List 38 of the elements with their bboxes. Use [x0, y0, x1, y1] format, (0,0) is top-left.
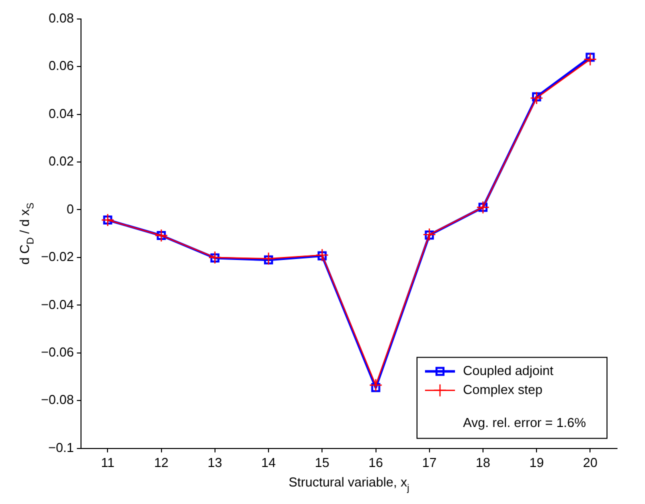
y-tick-label: 0.08: [48, 10, 74, 26]
point: [264, 255, 274, 264]
point: [532, 92, 542, 102]
y-tick-label: 0.06: [48, 58, 74, 74]
y-axis-title: d CD / d xS: [16, 202, 36, 265]
y-tick-label: −0.1: [48, 440, 74, 455]
legend-label: Complex step: [463, 382, 542, 397]
x-tick-label: 18: [476, 454, 490, 470]
x-tick-label: 17: [422, 454, 437, 470]
point: [369, 378, 382, 392]
x-tick-label: 12: [154, 454, 169, 470]
x-tick-label: 14: [261, 454, 276, 470]
x-tick-label: 19: [529, 454, 544, 470]
x-tick-label: 11: [100, 454, 114, 470]
y-tick-label: 0.04: [48, 106, 74, 121]
point: [424, 230, 434, 240]
y-tick-label: −0.08: [40, 392, 74, 408]
point: [586, 52, 595, 62]
y-tick-label: −0.02: [40, 249, 74, 264]
x-tick-label: 16: [368, 454, 383, 470]
annotation: Avg. rel. error = 1.6%: [463, 414, 586, 430]
x-tick-label: 13: [208, 454, 222, 470]
point: [316, 248, 329, 262]
point: [318, 251, 327, 260]
point: [371, 383, 380, 392]
y-tick-label: 0: [66, 201, 74, 216]
x-tick-label: 15: [314, 454, 330, 470]
y-tick-label: −0.04: [40, 296, 74, 312]
point: [262, 252, 276, 266]
point: [422, 228, 436, 242]
point: [210, 253, 220, 262]
point: [584, 52, 597, 66]
point: [208, 250, 222, 264]
y-tick-label: 0.02: [48, 154, 74, 169]
legend-label: Coupled adjoint: [463, 362, 554, 378]
point: [530, 91, 544, 105]
y-tick-label: −0.06: [40, 344, 74, 360]
x-tick-label: 20: [582, 454, 598, 470]
